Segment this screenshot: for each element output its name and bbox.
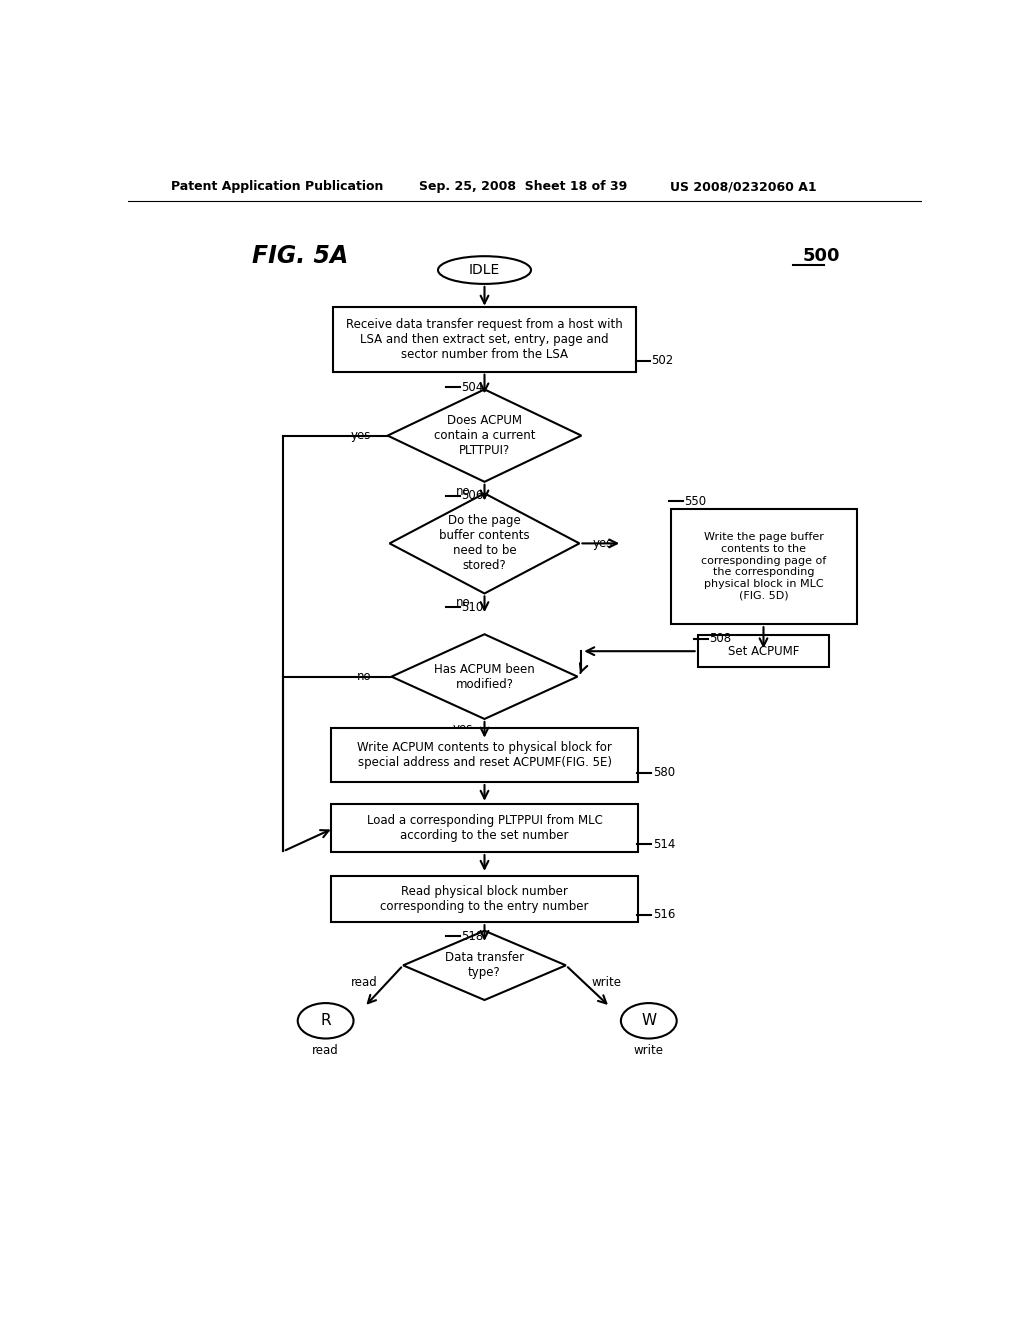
Polygon shape bbox=[391, 635, 578, 719]
Text: 510: 510 bbox=[461, 601, 483, 614]
Text: 504: 504 bbox=[461, 380, 483, 393]
Text: yes: yes bbox=[453, 722, 473, 735]
Text: Does ACPUM
contain a current
PLTTPUI?: Does ACPUM contain a current PLTTPUI? bbox=[434, 414, 536, 457]
Text: 506: 506 bbox=[461, 490, 483, 502]
Text: Write ACPUM contents to physical block for
special address and reset ACPUMF(FIG.: Write ACPUM contents to physical block f… bbox=[357, 741, 612, 770]
Bar bbox=[671, 508, 856, 624]
Text: 500: 500 bbox=[802, 247, 840, 265]
Text: Set ACPUMF: Set ACPUMF bbox=[728, 644, 799, 657]
Text: Write the page buffer
contents to the
corresponding page of
the corresponding
ph: Write the page buffer contents to the co… bbox=[700, 532, 826, 601]
Bar bbox=[332, 729, 638, 781]
Ellipse shape bbox=[621, 1003, 677, 1039]
Text: 550: 550 bbox=[684, 495, 707, 508]
Text: Data transfer
type?: Data transfer type? bbox=[445, 952, 524, 979]
Text: read: read bbox=[351, 975, 378, 989]
Ellipse shape bbox=[438, 256, 531, 284]
Text: Read physical block number
corresponding to the entry number: Read physical block number corresponding… bbox=[380, 886, 589, 913]
Polygon shape bbox=[403, 931, 566, 1001]
Text: yes: yes bbox=[350, 429, 371, 442]
Text: Patent Application Publication: Patent Application Publication bbox=[171, 181, 383, 194]
Text: R: R bbox=[321, 1014, 331, 1028]
Text: W: W bbox=[641, 1014, 656, 1028]
Text: yes: yes bbox=[593, 537, 613, 550]
Text: 580: 580 bbox=[652, 767, 675, 779]
Polygon shape bbox=[389, 494, 580, 594]
Text: write: write bbox=[591, 975, 622, 989]
Text: FIG. 5A: FIG. 5A bbox=[252, 244, 348, 268]
Text: Load a corresponding PLTPPUI from MLC
according to the set number: Load a corresponding PLTPPUI from MLC ac… bbox=[367, 814, 602, 842]
Bar bbox=[334, 308, 636, 372]
Text: Receive data transfer request from a host with
LSA and then extract set, entry, : Receive data transfer request from a hos… bbox=[346, 318, 623, 360]
Polygon shape bbox=[388, 389, 582, 482]
Text: 514: 514 bbox=[652, 838, 675, 851]
Text: 518: 518 bbox=[461, 929, 483, 942]
Text: Sep. 25, 2008  Sheet 18 of 39: Sep. 25, 2008 Sheet 18 of 39 bbox=[419, 181, 627, 194]
Text: no: no bbox=[456, 484, 470, 498]
Bar bbox=[332, 804, 638, 853]
Text: no: no bbox=[357, 671, 372, 684]
Text: Do the page
buffer contents
need to be
stored?: Do the page buffer contents need to be s… bbox=[439, 515, 529, 573]
Bar bbox=[697, 635, 829, 668]
Text: 516: 516 bbox=[652, 908, 675, 921]
Text: 502: 502 bbox=[651, 354, 674, 367]
Text: no: no bbox=[456, 597, 470, 610]
Text: IDLE: IDLE bbox=[469, 263, 500, 277]
Text: Has ACPUM been
modified?: Has ACPUM been modified? bbox=[434, 663, 535, 690]
Bar bbox=[332, 876, 638, 923]
Text: 508: 508 bbox=[710, 632, 731, 645]
Text: US 2008/0232060 A1: US 2008/0232060 A1 bbox=[671, 181, 817, 194]
Ellipse shape bbox=[298, 1003, 353, 1039]
Text: read: read bbox=[312, 1044, 339, 1056]
Text: write: write bbox=[634, 1044, 664, 1056]
